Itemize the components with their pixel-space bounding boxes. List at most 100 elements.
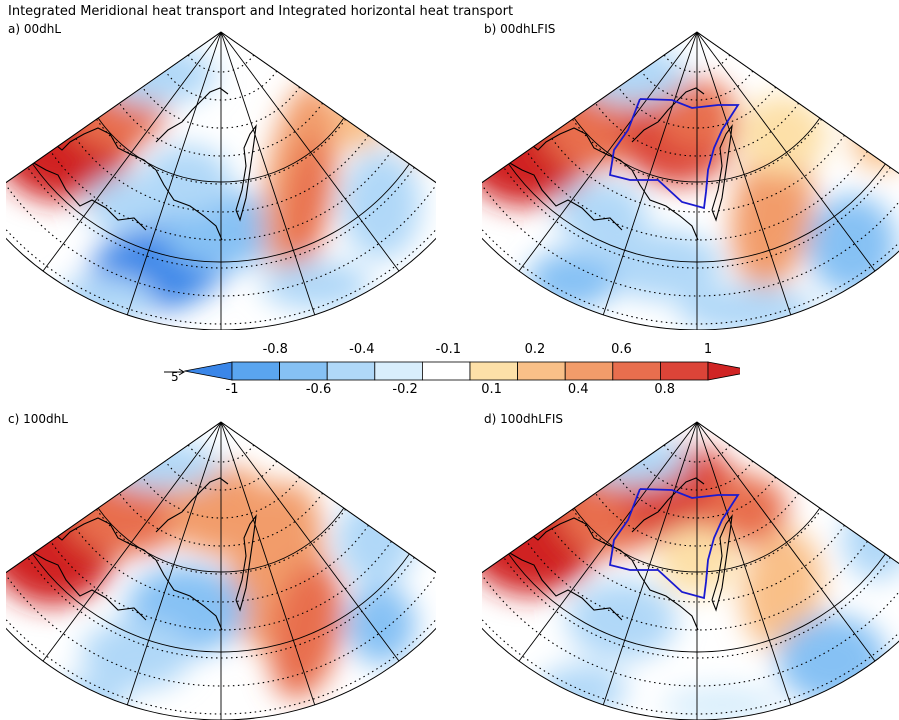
latitude-circle xyxy=(508,163,886,263)
ice-sheet-outline xyxy=(608,98,740,210)
meridian-line xyxy=(696,32,792,316)
vector-row xyxy=(526,150,868,241)
vector-row xyxy=(482,183,899,297)
colorbar-tick-label: -1 xyxy=(225,382,239,397)
vector-row xyxy=(549,524,845,603)
colorbar-tick-label: -0.6 xyxy=(305,382,332,397)
colorbar-bin xyxy=(659,361,709,381)
meridian-line xyxy=(602,32,698,316)
coastline xyxy=(155,87,229,143)
colorbar-bin xyxy=(184,361,233,381)
coastline xyxy=(235,124,257,222)
vector-row xyxy=(50,540,392,631)
meridian-line xyxy=(220,422,400,662)
vector-row xyxy=(141,86,301,129)
colorbar-tick-label: -0.8 xyxy=(262,342,288,357)
ice-sheet-outline xyxy=(621,65,643,71)
field-anomaly-patch xyxy=(56,275,156,325)
field-anomaly-patch xyxy=(96,45,216,105)
panel-label-d: d) 100dhLFIS xyxy=(484,412,563,426)
coastline xyxy=(711,514,733,612)
meridian-line xyxy=(220,32,316,316)
field-anomaly-patch xyxy=(577,435,687,485)
field-anomaly-patch xyxy=(707,475,787,545)
field-anomaly-patch xyxy=(101,440,221,490)
vector-row xyxy=(617,86,777,129)
field-anomaly-patch xyxy=(346,585,416,665)
field-anomaly-patch xyxy=(777,615,887,705)
coastline xyxy=(155,477,229,533)
coastline xyxy=(503,127,699,241)
field-anomaly-patch xyxy=(268,561,344,699)
field-anomaly-patch xyxy=(741,530,823,650)
colorbar-bin xyxy=(517,361,566,381)
field-anomaly-patch xyxy=(602,230,722,300)
colorbar-bin xyxy=(564,361,614,381)
latitude-circle xyxy=(97,117,345,183)
map-panel-a xyxy=(6,30,436,330)
field-anomaly-patch xyxy=(261,260,371,310)
field-anomaly-patch xyxy=(336,90,386,150)
map-c-svg xyxy=(6,421,436,720)
panel-label-a: a) 00dhL xyxy=(8,22,62,36)
map-panel-d xyxy=(482,420,899,720)
vector-row xyxy=(617,476,777,519)
coastline xyxy=(27,517,223,631)
meridian-line xyxy=(42,422,222,662)
latitude-circle xyxy=(573,117,821,183)
ice-sheet-outline xyxy=(145,65,167,71)
ice-sheet-outline xyxy=(145,455,167,461)
vector-row xyxy=(73,134,369,213)
coastline xyxy=(631,87,705,143)
field-anomaly-patch xyxy=(527,250,617,310)
field-anomaly-patch xyxy=(557,180,647,250)
map-panel-c xyxy=(6,420,436,720)
vector-row xyxy=(482,573,899,687)
panel-label-c: c) 100dhL xyxy=(8,412,68,426)
colorbar-bin xyxy=(707,361,756,381)
colorbar-bin xyxy=(279,361,328,381)
meridian-line xyxy=(518,32,698,272)
colorbar-bin xyxy=(612,361,661,381)
coastline xyxy=(711,124,733,222)
field-anomaly-patch xyxy=(283,135,329,275)
coastline xyxy=(235,514,257,612)
vector-row xyxy=(526,540,868,631)
latitude-circle xyxy=(97,507,345,573)
vector-row xyxy=(6,183,436,297)
vector-row xyxy=(549,134,845,213)
meridian-line xyxy=(220,32,400,272)
colorbar-bin xyxy=(231,361,280,381)
reference-vector xyxy=(160,362,200,386)
colorbar-tick-label: 0.6 xyxy=(611,342,632,357)
meridian-line xyxy=(696,32,876,272)
map-b-svg xyxy=(482,31,899,330)
panel-label-b: b) 00dhLFIS xyxy=(484,22,556,36)
field-anomaly-patch xyxy=(537,665,627,715)
meridian-line xyxy=(696,422,876,662)
meridian-line xyxy=(126,32,222,316)
coastline xyxy=(631,477,705,533)
colorbar-bin xyxy=(421,361,471,381)
colorbar-svg xyxy=(184,361,756,381)
figure-title: Integrated Meridional heat transport and… xyxy=(8,4,514,19)
vector-row xyxy=(73,524,369,603)
colorbar-tick-label: 1 xyxy=(703,342,713,357)
meridian-line xyxy=(602,422,698,706)
colorbar-tick-label: 0.4 xyxy=(567,382,589,397)
field-anomaly-patch xyxy=(807,195,897,295)
latitude-circle xyxy=(573,507,821,573)
ice-sheet-outline xyxy=(621,455,643,461)
field-anomaly-patch xyxy=(336,495,416,585)
meridian-line xyxy=(696,422,792,706)
reference-vector-label: 5 xyxy=(171,370,179,384)
field-anomaly-patch xyxy=(81,620,191,690)
coastline xyxy=(503,517,699,631)
colorbar-tick-label: 0.8 xyxy=(654,382,676,397)
map-panel-b xyxy=(482,30,899,330)
colorbar-tick-label: 0.2 xyxy=(524,342,546,357)
ice-sheet-outline xyxy=(608,488,740,600)
coastline xyxy=(27,127,223,241)
colorbar: -1 -0.8 -0.6 -0.4 -0.2 -0.1 0.1 0.2 0.4 0.6 0.8 1 xyxy=(160,334,756,404)
latitude-circle xyxy=(32,163,410,263)
